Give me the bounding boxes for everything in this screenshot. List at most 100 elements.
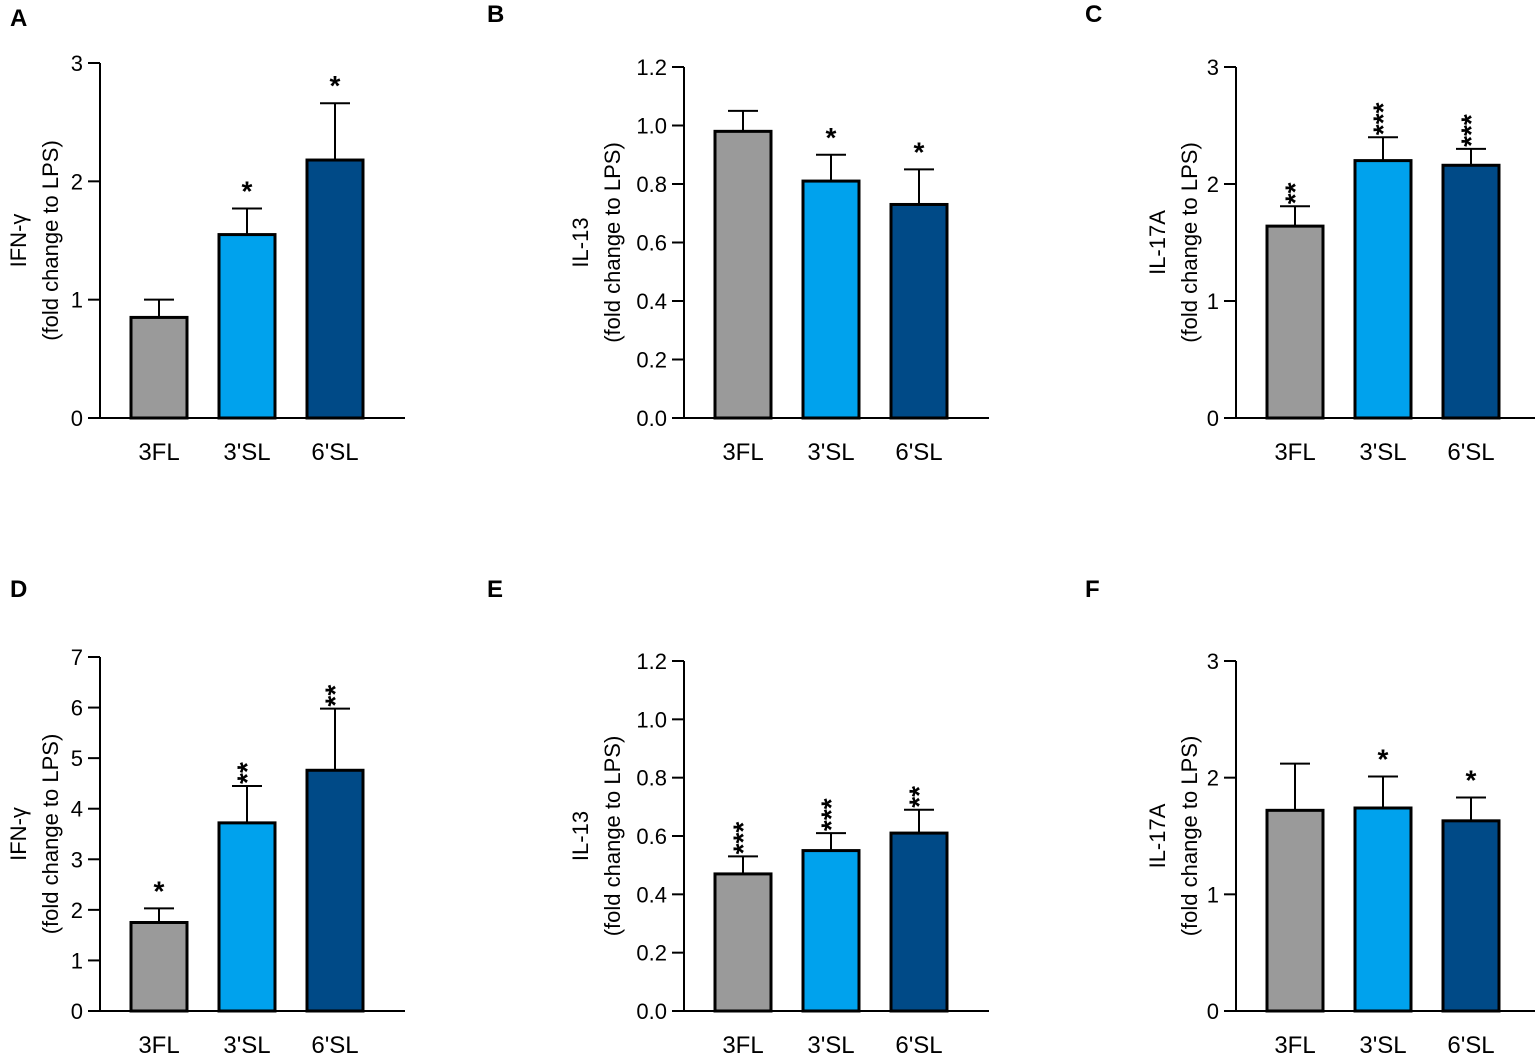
y-tick-label: 3 [1207,55,1219,80]
x-category-label: 3FL [722,1032,763,1059]
panel-letter: A [10,5,27,32]
panel-letter: B [487,1,504,28]
x-category-label: 3'SL [807,439,854,466]
significance-marker: * [154,875,165,906]
bar-6sl [305,768,365,1013]
significance-marker: * [330,70,341,101]
y-tick-label: 5 [71,746,83,771]
y-tick-label: 1.2 [636,55,667,80]
bar-6sl [1441,819,1501,1013]
bar-3fl [713,129,773,420]
significance-marker: *** [1455,114,1486,147]
bar-3fl [713,872,773,1013]
bar-3fl [1265,224,1325,420]
y-tick-label: 0.2 [636,941,667,966]
x-category-label: 3'SL [1359,439,1406,466]
y-axis-label: IL-17A [1145,803,1170,868]
x-category-label: 3'SL [807,1032,854,1059]
panel-d: D 0 1 2 3 4 5 6 7 IFN-γ (fold change to LPS) * 3FL **… [6,576,405,1059]
y-tick-label: 1.0 [636,114,667,139]
y-axis-label: IL-17A [1145,210,1170,275]
y-tick-label: 1 [1207,289,1219,314]
significance-marker: ** [1279,182,1310,204]
panel-f: F 0 1 2 3 IL-17A (fold change to LPS) 3FL * 3'SL *… [1085,576,1535,1059]
y-tick-label: 0.8 [636,766,667,791]
significance-marker: ** [319,685,350,707]
y-axis-label-units: (fold change to LPS) [1177,736,1202,937]
y-tick-label: 2 [71,898,83,923]
y-tick-label: 0.6 [636,231,667,256]
bar-3fl [129,921,189,1013]
bar-3sl [801,179,861,420]
y-axis-label-units: (fold change to LPS) [38,140,63,341]
y-tick-label: 2 [71,169,83,194]
significance-marker: * [914,136,925,167]
y-tick-label: 1 [71,948,83,973]
x-category-label: 3'SL [1359,1032,1406,1059]
y-tick-label: 1 [1207,882,1219,907]
x-category-label: 3FL [1274,1032,1315,1059]
x-category-label: 3'SL [223,1032,270,1059]
x-category-label: 3'SL [223,439,270,466]
y-tick-label: 0.2 [636,348,667,373]
y-axis-label-units: (fold change to LPS) [600,142,625,343]
significance-marker: * [826,122,837,153]
panel-a: A 0 1 2 3 IFN-γ (fold change to LPS) 3FL * 3'SL * 6… [6,5,405,466]
x-category-label: 6'SL [895,439,942,466]
x-category-label: 6'SL [311,439,358,466]
y-tick-label: 0.4 [636,289,667,314]
y-tick-label: 1.0 [636,707,667,732]
x-category-label: 3FL [722,439,763,466]
x-category-label: 6'SL [1447,1032,1494,1059]
y-tick-label: 1.2 [636,649,667,674]
bar-3fl [1265,808,1325,1013]
significance-marker: ** [903,786,934,808]
bar-3sl [1353,806,1413,1013]
significance-marker: * [242,176,253,207]
significance-marker: * [1378,744,1389,775]
y-tick-label: 0 [71,406,83,431]
x-category-label: 3FL [1274,439,1315,466]
y-tick-label: 3 [1207,649,1219,674]
panel-letter: C [1085,1,1102,28]
y-axis-label-units: (fold change to LPS) [600,736,625,937]
y-tick-label: 2 [1207,172,1219,197]
y-tick-label: 0.8 [636,172,667,197]
panel-letter: E [487,576,503,603]
panel-e: E 0.0 0.2 0.4 0.6 0.8 1.0 1.2 IL-13 (fold change … [487,576,989,1059]
x-category-label: 6'SL [895,1032,942,1059]
bar-3fl [129,315,189,420]
bar-3sl [801,849,861,1013]
x-category-label: 6'SL [1447,439,1494,466]
y-axis-label-units: (fold change to LPS) [1177,142,1202,343]
y-tick-label: 7 [71,645,83,670]
x-category-label: 3FL [138,439,179,466]
bar-6sl [889,202,949,420]
x-category-label: 6'SL [311,1032,358,1059]
bar-3sl [217,233,277,420]
significance-marker: ** [231,762,262,784]
significance-marker: *** [815,798,846,831]
panel-letter: F [1085,576,1100,603]
significance-marker: * [1466,765,1477,796]
bar-6sl [1441,163,1501,420]
y-tick-label: 0.0 [636,406,667,431]
y-axis-label: IFN-γ [6,214,31,268]
y-tick-label: 0 [71,999,83,1024]
y-tick-label: 2 [1207,766,1219,791]
significance-marker: *** [1367,102,1398,135]
y-tick-label: 0.0 [636,999,667,1024]
y-tick-label: 1 [71,288,83,313]
y-axis-label: IL-13 [568,217,593,267]
y-tick-label: 3 [71,847,83,872]
bar-3sl [1353,159,1413,420]
panel-b: B 0.0 0.2 0.4 0.6 0.8 1.0 1.2 IL-13 (fold change … [487,1,989,466]
y-tick-label: 0 [1207,999,1219,1024]
y-tick-label: 4 [71,797,83,822]
panel-c: C 0 1 2 3 IL-17A (fold change to LPS) ** 3FL *** 3… [1085,1,1535,466]
panel-letter: D [10,576,27,603]
x-category-label: 3FL [138,1032,179,1059]
bar-6sl [889,831,949,1013]
y-tick-label: 0.6 [636,824,667,849]
